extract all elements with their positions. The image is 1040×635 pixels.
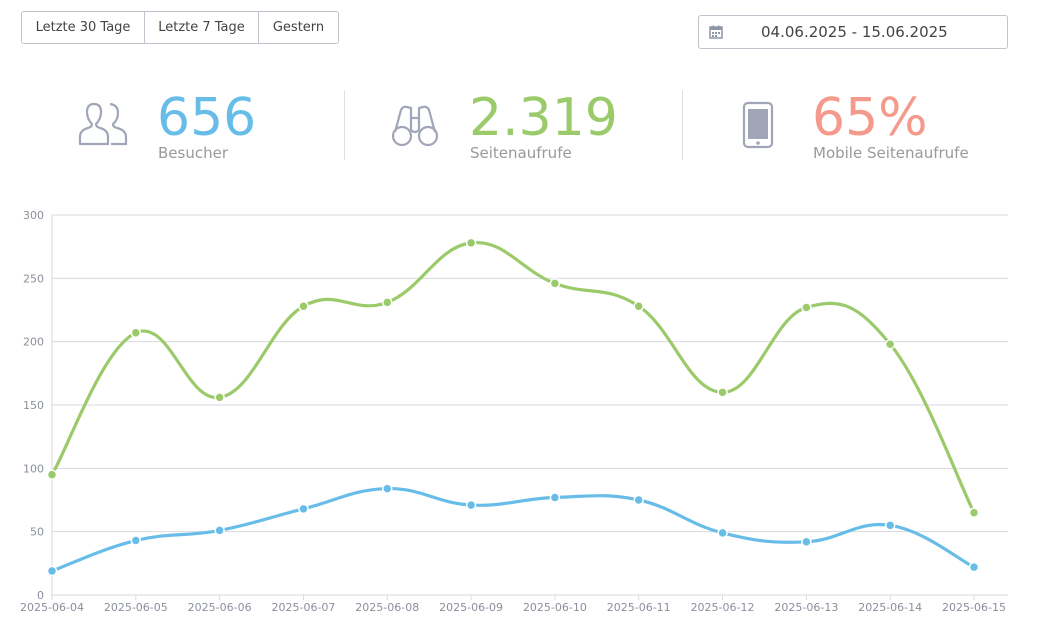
y-tick-label: 150 <box>23 399 44 412</box>
x-tick-label: 2025-06-11 <box>607 601 671 614</box>
series-1-point <box>633 494 644 506</box>
y-tick-label: 300 <box>23 209 44 222</box>
series-0-point <box>968 507 980 518</box>
last-30-days-button[interactable]: Letzte 30 Tage <box>22 12 145 43</box>
yesterday-button[interactable]: Gestern <box>272 20 325 35</box>
range-button-group: Letzte 30 Tage Letzte 7 Tage Gestern <box>21 11 339 44</box>
y-tick-label: 0 <box>37 589 44 602</box>
chart-grid <box>51 214 1008 600</box>
x-axis-ticks: 2025-06-04 2025-06-05 2025-06-06 2025-06-07… <box>20 601 1006 614</box>
x-tick-label: 2025-06-04 <box>20 601 84 614</box>
series-0-point <box>382 297 393 308</box>
series-line-1 <box>50 486 976 573</box>
x-tick-label: 2025-06-12 <box>691 601 755 614</box>
y-axis-ticks: 0 50 100 150 200 250 300 <box>23 209 44 602</box>
date-range-picker[interactable]: 04.06.2025 - 15.06.2025 <box>698 15 1008 49</box>
series-0-point <box>298 300 309 312</box>
date-range-text: 04.06.2025 - 15.06.2025 <box>761 23 948 41</box>
x-tick-label: 2025-06-15 <box>942 601 1006 614</box>
series-line-0 <box>50 241 976 515</box>
series-0-point <box>801 302 812 313</box>
mobile-pageviews-value: 65% <box>812 88 928 148</box>
mobile-phone-icon <box>742 101 774 149</box>
series-1-point <box>968 561 980 573</box>
x-tick-label: 2025-06-08 <box>355 601 419 614</box>
series-0-point <box>46 469 58 480</box>
series-1-point <box>465 499 477 511</box>
series-1-point <box>382 483 393 494</box>
series-1-point <box>298 503 309 515</box>
last-7-days-button[interactable]: Letzte 7 Tage <box>145 12 259 43</box>
series-0-point <box>549 278 561 289</box>
visitors-icon <box>78 102 128 146</box>
series-0-point <box>717 387 728 398</box>
mobile-pageviews-label: Mobile Seitenaufrufe <box>813 144 969 162</box>
binoculars-icon <box>391 105 439 147</box>
x-tick-label: 2025-06-10 <box>523 601 587 614</box>
x-tick-label: 2025-06-13 <box>774 601 838 614</box>
series-1-point <box>801 536 812 548</box>
series-1-point <box>884 520 896 531</box>
calendar-icon <box>709 25 723 39</box>
x-tick-label: 2025-06-14 <box>858 601 922 614</box>
stat-divider <box>682 90 683 160</box>
series-0-point <box>130 327 142 339</box>
series-1-point <box>549 492 561 503</box>
series-0-point <box>214 392 225 403</box>
series-0-point <box>633 300 644 312</box>
x-tick-label: 2025-06-05 <box>104 601 168 614</box>
series-0-point <box>884 338 896 350</box>
series-1-point <box>130 535 142 546</box>
visitors-value: 656 <box>157 88 257 148</box>
y-tick-label: 250 <box>23 272 44 285</box>
series-1-point <box>717 527 728 539</box>
pageviews-value: 2.319 <box>469 88 618 148</box>
visitors-label: Besucher <box>158 144 228 162</box>
series-1-point <box>214 525 225 536</box>
pageviews-label: Seitenaufrufe <box>470 144 572 162</box>
series-1-point <box>46 565 58 577</box>
y-tick-label: 50 <box>30 526 44 539</box>
chart-series <box>46 237 980 577</box>
series-0-point <box>465 237 477 249</box>
y-tick-label: 100 <box>23 462 44 475</box>
x-tick-label: 2025-06-09 <box>439 601 503 614</box>
stat-divider <box>344 90 345 160</box>
x-tick-label: 2025-06-06 <box>188 601 252 614</box>
x-tick-label: 2025-06-07 <box>271 601 335 614</box>
y-tick-label: 200 <box>23 336 44 349</box>
